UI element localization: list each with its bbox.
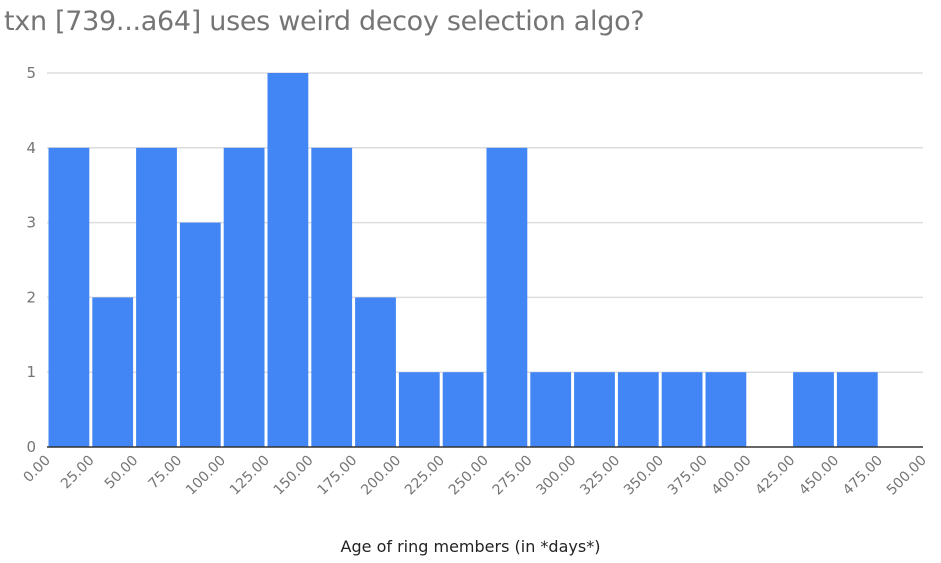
- x-tick-label: 175.00: [314, 453, 360, 499]
- histogram-bar: [661, 372, 703, 447]
- y-tick-label: 2: [26, 288, 36, 306]
- x-axis-ticks: 0.00 25.00 50.00 75.00100.00125.00150.00175…: [20, 453, 929, 499]
- y-tick-label: 4: [26, 139, 36, 157]
- y-tick-label: 1: [26, 363, 36, 381]
- histogram-bar: [223, 147, 265, 448]
- histogram-bar: [836, 372, 878, 447]
- x-tick-label: 275.00: [490, 453, 536, 499]
- x-tick-label: 225.00: [402, 453, 448, 499]
- x-tick-label: 250.00: [446, 453, 492, 499]
- y-tick-label: 0: [26, 438, 36, 456]
- histogram-bar: [92, 297, 134, 447]
- x-tick-label: 300.00: [533, 453, 579, 499]
- x-tick-label: 475.00: [840, 453, 886, 499]
- chart-title: txn [739...a64] uses weird decoy selecti…: [4, 6, 645, 37]
- histogram-bar: [574, 372, 615, 447]
- x-axis-label: Age of ring members (in *days*): [340, 537, 601, 556]
- x-tick-label: 75.00: [146, 453, 186, 493]
- x-tick-label: 450.00: [796, 453, 842, 499]
- histogram-bar: [48, 147, 90, 448]
- x-tick-label: 25.00: [58, 453, 98, 493]
- x-tick-label: 125.00: [227, 453, 273, 499]
- y-tick-label: 3: [26, 214, 36, 232]
- histogram-bar: [705, 372, 747, 447]
- y-tick-label: 5: [26, 64, 36, 82]
- x-tick-label: 325.00: [577, 453, 623, 499]
- histogram-bar: [442, 372, 484, 447]
- x-tick-label: 350.00: [621, 453, 667, 499]
- x-tick-label: 150.00: [271, 453, 317, 499]
- x-tick-label: 200.00: [358, 453, 404, 499]
- histogram-bar: [311, 147, 353, 448]
- histogram-bar: [136, 147, 177, 448]
- histogram-bar: [179, 222, 221, 447]
- histogram-bar: [267, 73, 309, 447]
- x-tick-label: 50.00: [102, 453, 142, 493]
- histogram-bar: [793, 372, 834, 447]
- x-tick-label: 500.00: [884, 453, 930, 499]
- x-tick-label: 0.00: [20, 453, 53, 486]
- y-axis-ticks: 0 1 2 3 4 5: [26, 64, 36, 456]
- grid-lines: [47, 72, 923, 373]
- bars: [48, 73, 878, 448]
- histogram-bar: [530, 372, 572, 447]
- histogram-bar: [398, 372, 440, 447]
- x-tick-label: 375.00: [665, 453, 711, 499]
- histogram-bar: [486, 147, 528, 448]
- histogram-bar: [617, 372, 659, 447]
- x-tick-label: 100.00: [183, 453, 229, 499]
- x-tick-label: 425.00: [752, 453, 798, 499]
- x-tick-label: 400.00: [709, 453, 755, 499]
- histogram-bar: [355, 297, 396, 447]
